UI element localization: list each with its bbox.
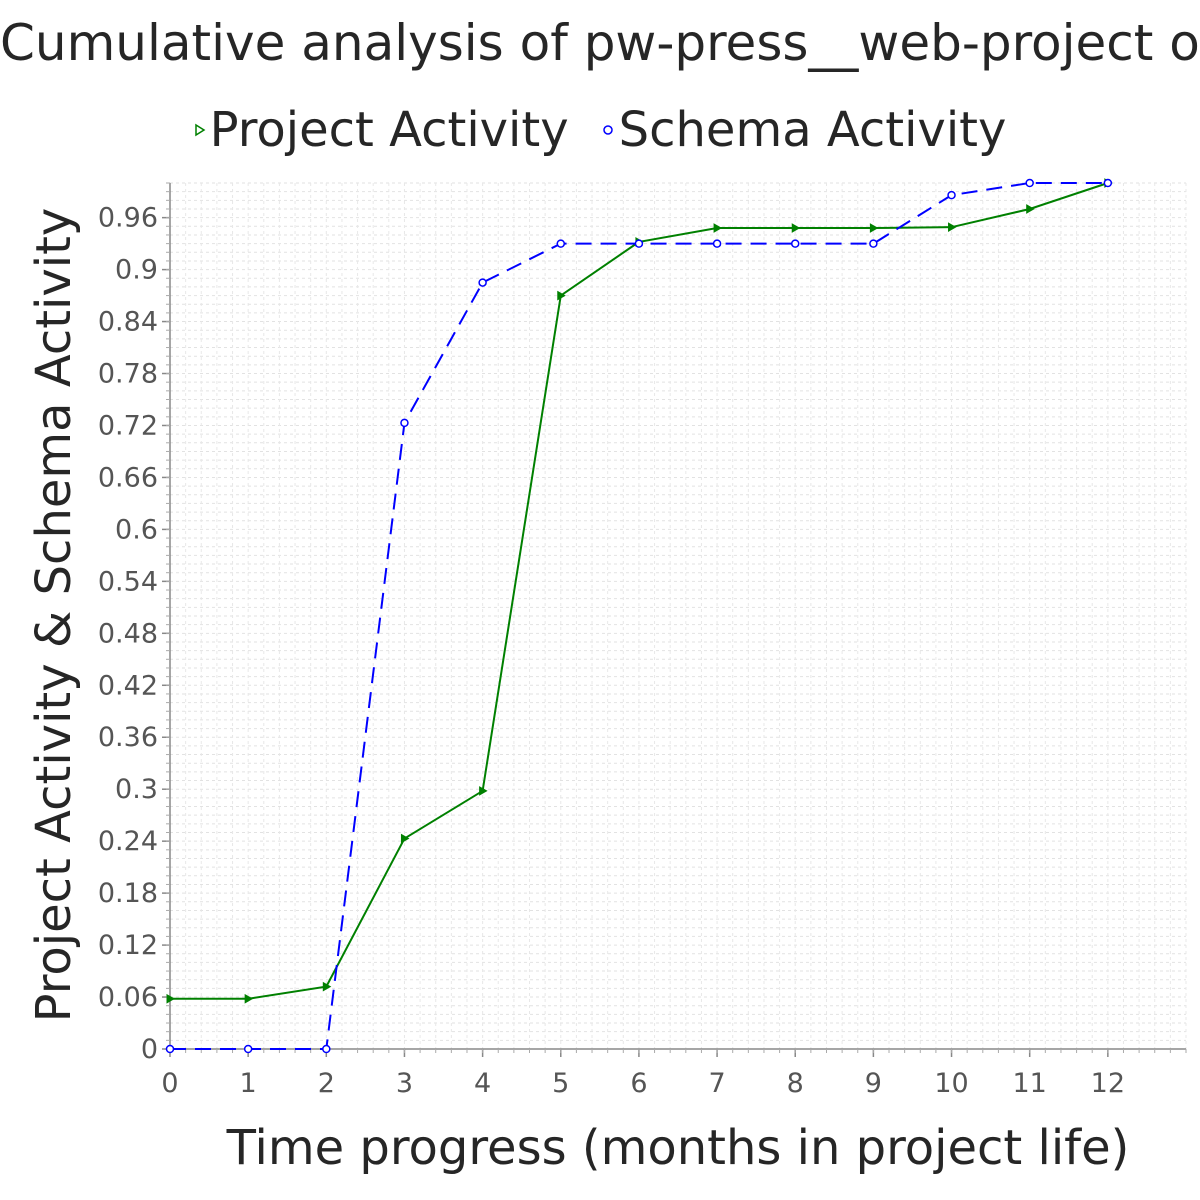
data-point-project-activity [244, 993, 254, 1004]
data-point-project-activity [869, 223, 879, 233]
data-point-project-activity [948, 222, 957, 233]
x-tick-label: 8 [787, 1068, 804, 1099]
data-point-schema-activity [478, 278, 487, 287]
legend-label-schema-activity: Schema Activity [618, 102, 1007, 158]
y-tick-label: 0.42 [98, 670, 158, 701]
data-point-schema-activity [400, 418, 409, 428]
triangle-marker-icon [194, 123, 206, 137]
legend-item-schema-activity: Schema Activity [601, 102, 1007, 158]
y-tick-label: 0.9 [115, 255, 158, 286]
data-point-schema-activity [243, 1044, 253, 1054]
data-point-project-activity [557, 290, 566, 301]
data-point-project-activity [791, 223, 801, 233]
data-point-project-activity [479, 786, 488, 796]
x-tick-label: 0 [161, 1068, 178, 1099]
x-tick-label: 7 [708, 1068, 725, 1099]
data-point-schema-activity [790, 239, 800, 248]
legend-item-project-activity: Project Activity [194, 102, 569, 158]
y-tick-label: 0.78 [98, 359, 158, 390]
y-tick-label: 0.72 [98, 410, 158, 441]
x-tick-label: 9 [865, 1068, 882, 1099]
x-axis-title: Time progress (months in project life) [226, 1120, 1130, 1176]
data-point-project-activity [166, 993, 176, 1004]
data-point-project-activity [322, 981, 332, 992]
x-tick-label: 1 [240, 1068, 257, 1099]
y-tick-label: 0.36 [98, 722, 158, 753]
x-tick-label: 5 [552, 1068, 569, 1099]
data-point-project-activity [713, 223, 723, 233]
data-point-project-activity [400, 833, 410, 844]
data-point-project-activity [1026, 204, 1035, 214]
x-tick-label: 3 [396, 1068, 413, 1099]
data-point-schema-activity [556, 239, 566, 248]
data-point-schema-activity [712, 239, 722, 248]
y-tick-label: 0 [141, 1034, 158, 1065]
data-point-schema-activity [869, 239, 878, 248]
data-point-schema-activity [947, 190, 956, 200]
y-tick-label: 0.06 [98, 982, 158, 1013]
data-point-schema-activity [165, 1044, 175, 1054]
y-tick-label: 0.48 [98, 618, 158, 649]
legend: Project Activity Schema Activity [0, 102, 1200, 158]
data-point-schema-activity [322, 1044, 331, 1054]
data-point-schema-activity [1103, 178, 1113, 188]
legend-label-project-activity: Project Activity [209, 102, 569, 158]
data-point-schema-activity [634, 239, 644, 248]
y-tick-label: 0.6 [115, 514, 158, 545]
x-tick-label: 10 [934, 1068, 968, 1099]
y-tick-label: 0.66 [98, 462, 158, 493]
y-tick-label: 0.84 [98, 307, 158, 338]
x-tick-label: 6 [630, 1068, 647, 1099]
y-tick-label: 0.12 [98, 930, 158, 961]
chart-title: Cumulative analysis of pw-press__web-pro… [0, 14, 1200, 72]
circle-marker-icon [602, 125, 613, 135]
y-tick-label: 0.3 [115, 774, 158, 805]
y-tick-label: 0.54 [98, 566, 158, 597]
y-tick-label: 0.18 [98, 878, 158, 909]
x-tick-label: 12 [1091, 1068, 1125, 1099]
y-tick-label: 0.24 [98, 826, 158, 857]
x-tick-label: 11 [1013, 1068, 1047, 1099]
y-tick-label: 0.96 [98, 203, 158, 234]
x-tick-label: 2 [318, 1068, 335, 1099]
data-point-schema-activity [1025, 178, 1034, 188]
x-tick-label: 4 [474, 1068, 491, 1099]
